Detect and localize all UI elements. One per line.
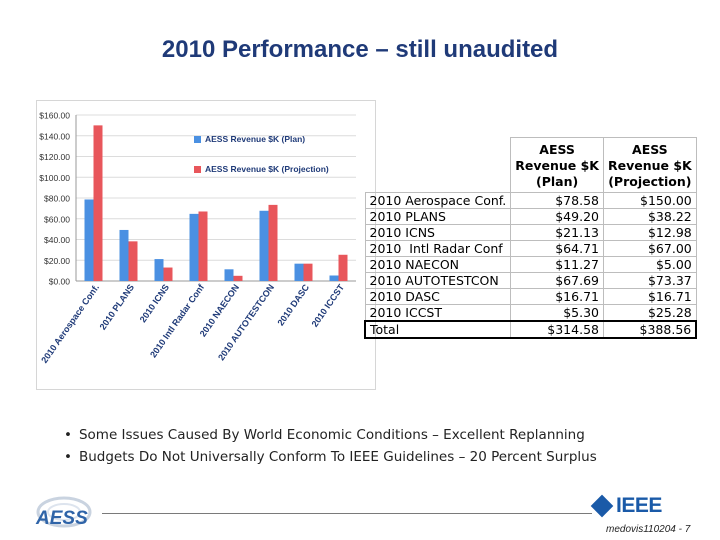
table-row: 2010 Intl Radar Conf $64.71 $67.00 xyxy=(364,240,697,257)
header-plan-line3: (Plan) xyxy=(536,174,579,189)
table-cell-plan: $64.71 xyxy=(510,240,604,257)
slide-title: 2010 Performance – still unaudited xyxy=(161,36,559,63)
table-cell-projection: $73.37 xyxy=(602,272,697,289)
table-cell-plan: $21.13 xyxy=(510,224,604,241)
table-row: 2010 ICCST $5.30 $25.28 xyxy=(364,304,697,322)
legend-label: AESS Revenue $K (Plan) xyxy=(205,134,305,144)
y-tick-label: $40.00 xyxy=(44,235,70,245)
table-cell-event: 2010 Aerospace Conf. xyxy=(364,192,512,209)
table-cell-projection: $67.00 xyxy=(602,240,697,257)
bar xyxy=(198,211,208,281)
table-header-plan: AESS Revenue $K (Plan) xyxy=(510,137,604,193)
table-cell-plan: $11.27 xyxy=(510,256,604,273)
table-cell-plan: $49.20 xyxy=(510,208,604,225)
table-header-projection: AESS Revenue $K (Projection) xyxy=(602,137,697,193)
bar xyxy=(119,229,129,281)
table-cell-plan: $78.58 xyxy=(510,192,604,209)
legend-label: AESS Revenue $K (Projection) xyxy=(205,164,329,174)
table-row: 2010 ICNS $21.13 $12.98 xyxy=(364,224,697,241)
table-cell-event: 2010 AUTOTESTCON xyxy=(364,272,512,289)
legend-swatch xyxy=(194,166,201,173)
revenue-table: AESS Revenue $K (Plan) AESS Revenue $K (… xyxy=(364,137,698,339)
table-header-blank xyxy=(365,137,512,193)
x-tick-label: 2010 PLANS xyxy=(98,282,137,331)
header-proj-line2: Revenue $K xyxy=(607,158,692,173)
bar xyxy=(224,269,234,281)
aess-globe-icon: AESS xyxy=(35,496,92,529)
aess-logo: AESS xyxy=(34,494,106,534)
bar xyxy=(294,263,304,281)
table-cell-projection: $12.98 xyxy=(602,224,697,241)
table-cell-event: 2010 Intl Radar Conf xyxy=(364,240,512,257)
table-cell-projection: $150.00 xyxy=(602,192,697,209)
bar xyxy=(189,213,199,281)
bar xyxy=(84,199,94,281)
header-plan-line1: AESS xyxy=(539,142,575,157)
y-tick-label: $160.00 xyxy=(39,111,70,121)
table-cell-plan: $5.30 xyxy=(510,304,604,322)
table-cell-event: 2010 PLANS xyxy=(364,208,512,225)
table-row: 2010 NAECON $11.27 $5.00 xyxy=(364,256,697,273)
y-tick-label: $120.00 xyxy=(39,152,70,162)
table-total-row: Total $314.58 $388.56 xyxy=(364,320,698,339)
table-header-row: AESS Revenue $K (Plan) AESS Revenue $K (… xyxy=(365,137,697,193)
table-cell-event: 2010 DASC xyxy=(364,288,512,305)
bullet-item: Some Issues Caused By World Economic Con… xyxy=(64,424,597,446)
table-cell-plan: $16.71 xyxy=(510,288,604,305)
bullet-item: Budgets Do Not Universally Conform To IE… xyxy=(64,446,597,468)
y-tick-label: $140.00 xyxy=(39,131,70,141)
bar xyxy=(329,275,339,281)
revenue-bar-chart: $0.00 $20.00 $40.00 $60.00 $80.00 $100.00 $120… xyxy=(36,100,376,390)
y-tick-label: $0.00 xyxy=(49,277,71,287)
footer-divider xyxy=(102,513,592,514)
table-row: 2010 PLANS $49.20 $38.22 xyxy=(364,208,697,225)
bar xyxy=(233,275,243,281)
table-cell-projection: $25.28 xyxy=(602,304,697,322)
bar xyxy=(259,210,269,281)
table-cell-event: 2010 ICNS xyxy=(364,224,512,241)
table-cell-projection: $38.22 xyxy=(602,208,697,225)
x-tick-label: 2010 ICCST xyxy=(310,282,347,329)
table-row: 2010 AUTOTESTCON $67.69 $73.37 xyxy=(364,272,697,289)
y-tick-label: $20.00 xyxy=(44,256,70,266)
bar xyxy=(163,267,173,281)
table-total-projection: $388.56 xyxy=(602,320,698,339)
table-cell-plan: $67.69 xyxy=(510,272,604,289)
bar xyxy=(303,263,313,281)
table-cell-event: 2010 ICCST xyxy=(364,304,512,322)
header-proj-line3: (Projection) xyxy=(608,174,692,189)
x-tick-label: 2010 Aerospace Conf. xyxy=(39,282,101,365)
y-tick-label: $100.00 xyxy=(39,173,70,183)
table-cell-projection: $5.00 xyxy=(602,256,697,273)
table-cell-projection: $16.71 xyxy=(602,288,697,305)
legend-swatch xyxy=(194,136,201,143)
bar xyxy=(338,254,348,281)
slide-reference: medovis110204 - 7 xyxy=(606,524,691,535)
table-cell-event: 2010 NAECON xyxy=(364,256,512,273)
bar xyxy=(268,204,278,281)
bar xyxy=(93,125,103,281)
bullet-list: Some Issues Caused By World Economic Con… xyxy=(64,424,597,468)
chart-svg: $0.00 $20.00 $40.00 $60.00 $80.00 $100.00 $120… xyxy=(36,100,376,390)
aess-logo-text: AESS xyxy=(35,508,88,529)
table-row: 2010 Aerospace Conf. $78.58 $150.00 xyxy=(364,192,697,209)
table-total-label: Total xyxy=(364,320,512,339)
header-plan-line2: Revenue $K xyxy=(515,158,599,173)
x-tick-label: 2010 ICNS xyxy=(138,282,171,324)
table-row: 2010 DASC $16.71 $16.71 xyxy=(364,288,697,305)
ieee-diamond-icon xyxy=(590,494,614,518)
bar xyxy=(154,259,164,281)
ieee-logo: IEEE xyxy=(590,494,684,520)
y-tick-label: $60.00 xyxy=(44,214,70,224)
header-proj-line1: AESS xyxy=(632,142,668,157)
ieee-logo-text: IEEE xyxy=(616,494,662,517)
table-total-plan: $314.58 xyxy=(510,320,604,339)
x-tick-label: 2010 DASC xyxy=(275,282,311,327)
y-tick-label: $80.00 xyxy=(44,194,70,204)
bar xyxy=(128,241,138,281)
